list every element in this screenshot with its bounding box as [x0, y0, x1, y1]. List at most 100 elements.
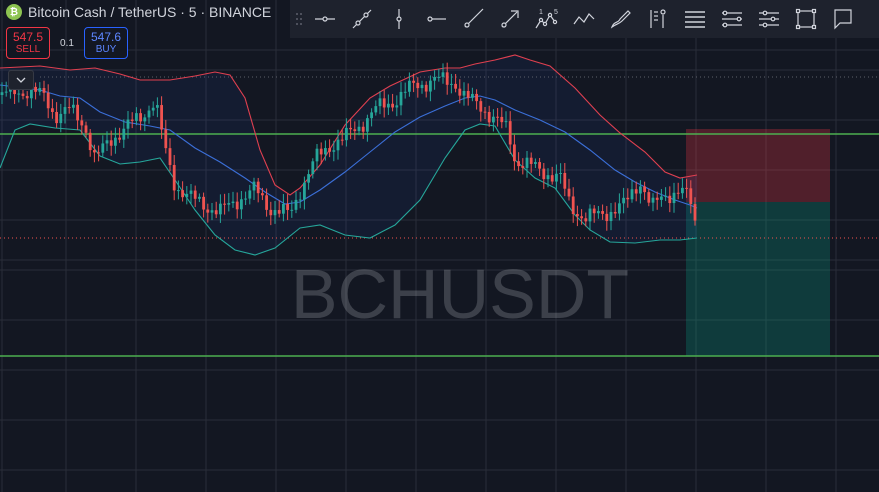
candle-body — [298, 199, 302, 201]
candle-body — [487, 111, 491, 123]
candle-body — [210, 210, 214, 213]
horizontal-ray-tool[interactable] — [417, 0, 454, 38]
risk-reward-position[interactable] — [686, 129, 830, 356]
candle-body — [219, 203, 222, 215]
candle-body — [282, 203, 285, 214]
buy-label: BUY — [95, 44, 117, 56]
candle-body — [496, 116, 499, 118]
candle-body — [324, 148, 327, 155]
candle-body — [609, 211, 613, 222]
regression-trend-icon — [758, 10, 779, 28]
bollinger-upper-band — [0, 54, 698, 196]
candle-body — [361, 126, 365, 132]
candle-body — [622, 197, 625, 204]
regression-trend-tool[interactable] — [750, 0, 787, 38]
candle-body — [88, 132, 92, 151]
rectangle-tool[interactable] — [787, 0, 824, 38]
candle-body — [185, 193, 189, 198]
path-icon — [573, 13, 594, 25]
candle-body — [374, 106, 378, 113]
candle-body — [550, 175, 554, 182]
candle-body — [660, 196, 663, 200]
candle-body — [592, 208, 596, 214]
candle-body — [42, 88, 46, 93]
candle-body — [387, 103, 390, 108]
candle-body — [168, 148, 172, 165]
candle-body — [357, 126, 361, 132]
candle-body — [51, 108, 54, 112]
trade-panel: 547.5 SELL 0.1 547.6 BUY — [6, 27, 128, 59]
brush-icon — [610, 10, 631, 29]
candle-body — [571, 196, 575, 215]
candle-body — [126, 119, 130, 129]
brush-tool[interactable] — [602, 0, 639, 38]
candle-body — [353, 129, 357, 132]
candle-body — [475, 93, 478, 102]
candle-body — [471, 93, 474, 98]
candle-body — [0, 92, 4, 95]
arrow-tool[interactable] — [491, 0, 528, 38]
candle-body — [139, 113, 142, 122]
candle-body — [508, 121, 512, 145]
candle-body — [101, 143, 105, 153]
arrow-icon — [500, 10, 519, 28]
candle-body — [483, 111, 487, 113]
candle-body — [681, 187, 684, 194]
candle-body — [664, 195, 667, 197]
candle-body — [340, 139, 344, 141]
buy-button[interactable]: 547.6 BUY — [84, 27, 128, 59]
candle-body — [672, 192, 676, 204]
candle-body — [261, 193, 264, 196]
candle-body — [546, 175, 550, 180]
trend-line-tool[interactable] — [343, 0, 380, 38]
horizontal-line-tool[interactable] — [306, 0, 343, 38]
callout-tool[interactable] — [824, 0, 861, 38]
candle-body — [72, 104, 75, 108]
flag-mark-tool[interactable] — [639, 0, 676, 38]
candle-body — [534, 162, 537, 164]
collapse-legend-button[interactable] — [8, 70, 34, 90]
candle-body — [454, 83, 457, 89]
sell-price: 547.5 — [12, 29, 44, 44]
candle-body — [25, 95, 29, 99]
candle-body — [437, 76, 441, 78]
candle-body — [513, 144, 516, 162]
candle-body — [634, 189, 638, 194]
fib-retracement-tool[interactable] — [676, 0, 713, 38]
candle-body — [223, 203, 226, 205]
bollinger-lower-band — [0, 123, 698, 256]
candle-body — [584, 218, 588, 222]
candle-body — [332, 150, 336, 152]
candle-body — [214, 210, 218, 215]
candle-body — [97, 152, 100, 154]
parallel-channel-tool[interactable] — [713, 0, 750, 38]
sell-button[interactable]: 547.5 SELL — [6, 27, 50, 59]
candle-body — [345, 127, 348, 141]
candle-body — [517, 161, 520, 167]
candle-body — [4, 91, 8, 93]
candle-body — [576, 214, 579, 217]
vertical-line-tool[interactable] — [380, 0, 417, 38]
candle-body — [420, 84, 424, 89]
ray-tool[interactable] — [454, 0, 491, 38]
candle-body — [504, 121, 508, 123]
candle-body — [643, 186, 646, 193]
candle-body — [328, 148, 331, 152]
candle-body — [429, 80, 432, 92]
path-tool[interactable] — [565, 0, 602, 38]
candle-body — [689, 188, 693, 205]
candle-body — [244, 198, 247, 200]
candle-body — [382, 98, 386, 108]
candle-body — [277, 210, 281, 214]
candle-body — [597, 211, 600, 214]
drag-handle-icon[interactable] — [292, 12, 306, 26]
candle-body — [109, 140, 113, 146]
symbol-title[interactable]: Bitcoin Cash / TetherUS · 5 · BINANCE — [28, 4, 272, 20]
candle-body — [685, 187, 688, 189]
candle-body — [412, 80, 415, 83]
candle-body — [580, 216, 583, 219]
candle-body — [34, 86, 37, 92]
